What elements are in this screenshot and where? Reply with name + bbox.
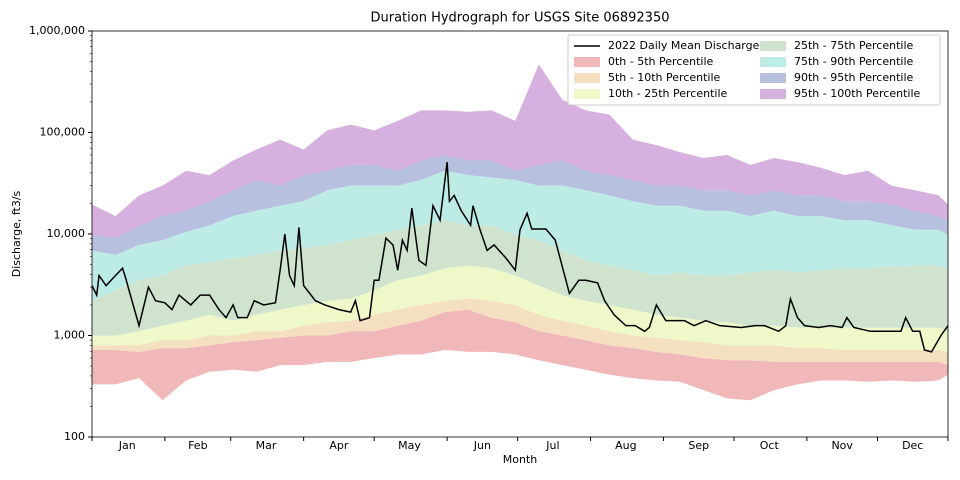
percentile-band (92, 265, 948, 352)
legend-label: 75th - 90th Percentile (794, 55, 914, 68)
x-tick-label: Aug (615, 439, 636, 452)
percentile-band (92, 64, 948, 239)
y-tick-label: 1,000,000 (29, 24, 85, 37)
percentile-band (92, 309, 948, 401)
percentile-band (92, 155, 948, 256)
legend-swatch (574, 73, 600, 83)
percentile-band (92, 220, 948, 336)
legend-label: 90th - 95th Percentile (794, 71, 914, 84)
percentile-band (92, 298, 948, 366)
legend-swatch (574, 57, 600, 67)
x-tick-label: Jun (473, 439, 491, 452)
legend-swatch (760, 41, 786, 51)
x-tick-label: May (398, 439, 421, 452)
legend-label: 95th - 100th Percentile (794, 87, 921, 100)
plot-area: 100 1,000 10,000 100,000 1,000,000 Jan Feb Mar A… (29, 24, 949, 452)
discharge-line (91, 162, 949, 353)
x-tick-label: Jul (545, 439, 559, 452)
legend: 2022 Daily Mean Discharge 0th - 5th Perce… (567, 34, 941, 106)
x-tick-label: Jan (118, 439, 136, 452)
chart-title: Duration Hydrograph for USGS Site 068923… (370, 11, 669, 26)
y-axis-label: Discharge, ft3/s (10, 190, 23, 277)
x-tick-label: Apr (329, 439, 349, 452)
x-tick-label: Dec (902, 439, 923, 452)
y-tick-label: 100 (64, 430, 85, 443)
x-tick-label: Oct (760, 439, 780, 452)
x-tick-label: Sep (688, 439, 709, 452)
legend-label: 2022 Daily Mean Discharge (608, 39, 760, 52)
legend-swatch (760, 57, 786, 67)
y-tick-label: 10,000 (47, 227, 86, 240)
legend-label: 25th - 75th Percentile (794, 39, 914, 52)
x-tick-label: Feb (188, 439, 207, 452)
legend-swatch (760, 89, 786, 99)
legend-label: 5th - 10th Percentile (608, 71, 721, 84)
legend-label: 10th - 25th Percentile (608, 87, 728, 100)
legend-swatch (574, 89, 600, 99)
x-axis-label: Month (503, 453, 538, 466)
legend-swatch (760, 73, 786, 83)
y-tick-label: 100,000 (40, 126, 86, 139)
legend-box (567, 34, 941, 106)
y-tick-label: 1,000 (54, 329, 86, 342)
x-tick-label: Nov (831, 439, 853, 452)
legend-label: 0th - 5th Percentile (608, 55, 714, 68)
x-tick-label: Mar (256, 439, 277, 452)
